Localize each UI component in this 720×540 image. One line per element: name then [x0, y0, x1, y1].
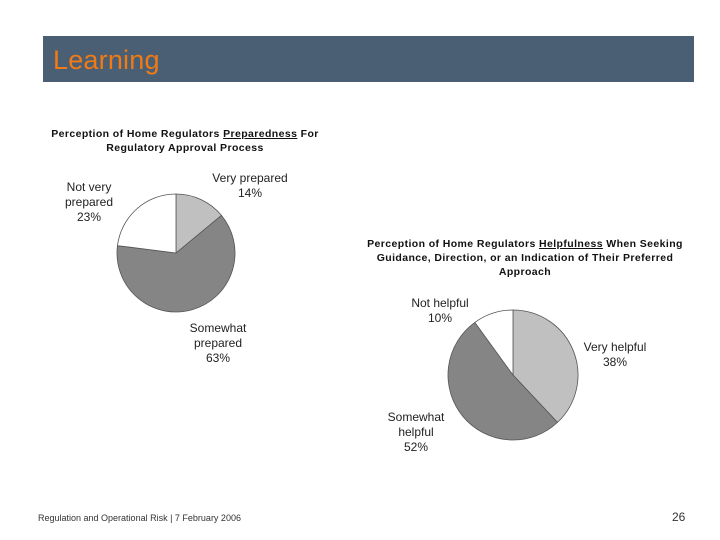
chart-2-title: Perception of Home Regulators Helpfulnes…	[355, 237, 695, 279]
chart-2-title-emphasis: Helpfulness	[539, 238, 603, 250]
chart-1-label-not-very-prepared: Not very prepared 23%	[50, 180, 128, 225]
chart-1-label-somewhat-prepared-line-1: Somewhat	[189, 321, 247, 335]
slide-title: Learning	[53, 45, 160, 75]
chart-1-label-not-very-prepared-line-2: prepared	[64, 195, 114, 209]
chart-2-title-part-1: Perception of Home Regulators	[367, 238, 540, 250]
chart-2-label-somewhat-helpful-line-3: 52%	[403, 440, 429, 454]
chart-1-title-part-1: Perception of Home Regulators	[51, 128, 224, 140]
chart-1-label-very-prepared-line-1: Very prepared	[212, 171, 288, 185]
chart-1-label-very-prepared-line-2: 14%	[237, 186, 263, 200]
chart-2-pie	[447, 309, 579, 441]
chart-2-label-very-helpful-line-1: Very helpful	[583, 340, 647, 354]
chart-1-slice-somewhat-prepared	[116, 214, 236, 313]
chart-2-title-part-3: When Seeking Guidance, Direction, or an …	[376, 238, 683, 278]
footer-text: Regulation and Operational Risk | 7 Febr…	[38, 513, 241, 523]
chart-1-label-not-very-prepared-line-1: Not very	[66, 180, 112, 194]
chart-1-pie	[116, 193, 236, 313]
chart-1-label-not-very-prepared-line-3: 23%	[76, 210, 102, 224]
chart-1-label-somewhat-prepared-line-3: 63%	[205, 351, 231, 365]
page-number: 26	[672, 510, 686, 524]
chart-1-title-part-3: For Regulatory Approval Process	[106, 128, 319, 154]
chart-2-label-not-helpful: Not helpful 10%	[395, 296, 485, 326]
chart-1-label-somewhat-prepared-line-2: prepared	[193, 336, 243, 350]
chart-1-title: Perception of Home Regulators Preparedne…	[30, 127, 340, 155]
chart-2-label-somewhat-helpful-line-2: helpful	[398, 425, 434, 439]
chart-2-label-not-helpful-line-2: 10%	[427, 311, 453, 325]
chart-2-label-very-helpful-line-2: 38%	[602, 355, 628, 369]
chart-1-label-somewhat-prepared: Somewhat prepared 63%	[168, 321, 268, 366]
chart-2-slice-very-helpful	[512, 309, 579, 423]
chart-1-slice-very-prepared	[175, 193, 222, 254]
chart-2-label-somewhat-helpful: Somewhat helpful 52%	[368, 410, 464, 455]
chart-1-label-very-prepared: Very prepared 14%	[200, 171, 300, 201]
chart-2-slice-somewhat-helpful	[447, 322, 558, 441]
chart-1-slice-not-very-prepared	[117, 193, 177, 254]
chart-1-title-emphasis: Preparedness	[223, 128, 298, 140]
chart-2-label-not-helpful-line-1: Not helpful	[411, 296, 469, 310]
chart-2-label-very-helpful: Very helpful 38%	[565, 340, 665, 370]
chart-2-label-somewhat-helpful-line-1: Somewhat	[387, 410, 445, 424]
title-bar: Learning	[43, 36, 694, 82]
chart-2-slice-not-helpful	[474, 309, 514, 376]
